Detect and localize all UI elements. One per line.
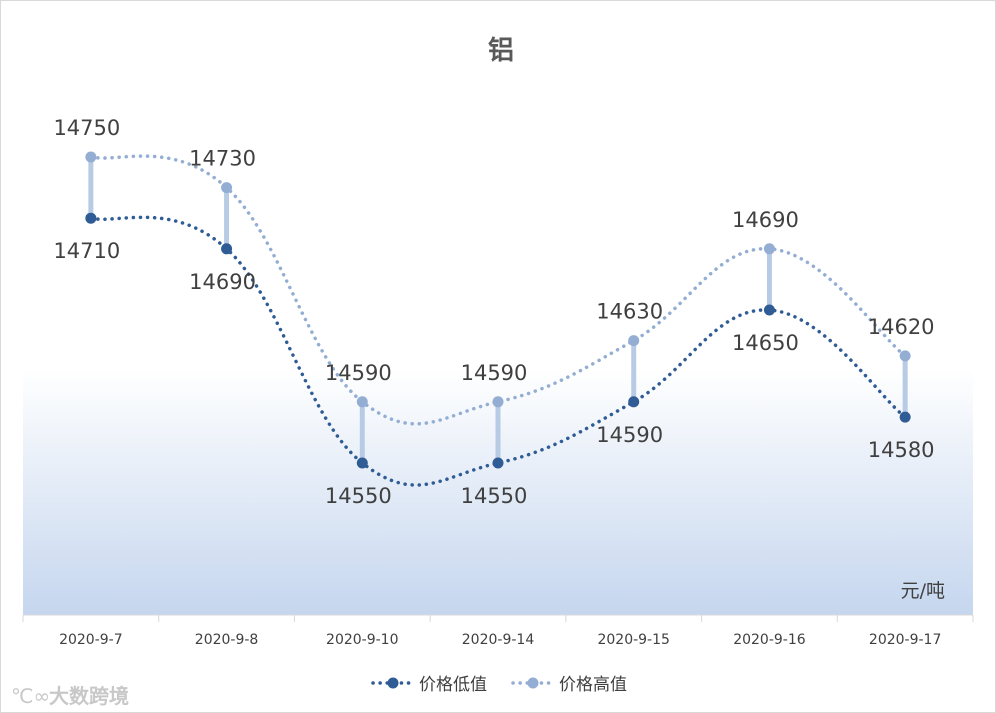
data-label-low: 14690 bbox=[189, 270, 256, 294]
data-point-low bbox=[763, 304, 775, 316]
data-label-low: 14590 bbox=[596, 423, 663, 447]
legend-label: 价格低值 bbox=[419, 675, 487, 695]
data-point-high bbox=[899, 350, 911, 362]
data-label-high: 14730 bbox=[189, 147, 256, 171]
data-label-high: 14630 bbox=[596, 300, 663, 324]
data-labels: 14710 14690 14550 14550 14590 14650 14580 14750… bbox=[53, 116, 934, 508]
data-label-high: 14590 bbox=[461, 361, 528, 385]
x-tick-label: 2020-9-14 bbox=[462, 632, 535, 648]
data-label-high: 14690 bbox=[732, 208, 799, 232]
high-low-lines bbox=[88, 157, 908, 463]
data-point-low bbox=[85, 212, 97, 224]
data-label-low: 14550 bbox=[325, 484, 392, 508]
x-tick-label: 2020-9-15 bbox=[597, 632, 669, 648]
data-point-low bbox=[628, 396, 640, 408]
data-point-low bbox=[221, 243, 233, 255]
x-tick-label: 2020-9-16 bbox=[733, 632, 806, 648]
data-point-high bbox=[356, 396, 368, 408]
data-point-low bbox=[492, 457, 504, 469]
x-tick-label: 2020-9-10 bbox=[326, 632, 398, 648]
unit-label: 元/吨 bbox=[901, 580, 945, 602]
data-point-low bbox=[899, 411, 911, 423]
data-label-high: 14590 bbox=[325, 361, 392, 385]
data-point-low bbox=[356, 457, 368, 469]
x-axis-ticks: 2020-9-7 2020-9-8 2020-9-10 2020-9-14 2020-9… bbox=[22, 615, 974, 648]
data-label-low: 14710 bbox=[53, 239, 120, 263]
data-label-low: 14650 bbox=[732, 331, 799, 355]
data-label-low: 14550 bbox=[461, 484, 528, 508]
data-label-high: 14750 bbox=[53, 116, 120, 140]
data-point-high bbox=[221, 182, 233, 194]
legend: 价格低值 价格高值 bbox=[371, 675, 627, 695]
data-label-low: 14580 bbox=[868, 438, 935, 462]
x-tick-label: 2020-9-17 bbox=[869, 632, 941, 648]
watermark-logo-icon: ℃∞ bbox=[11, 684, 50, 708]
watermark-text: 大数跨境 bbox=[49, 684, 129, 708]
x-tick-label: 2020-9-8 bbox=[195, 632, 259, 648]
data-point-high bbox=[85, 151, 97, 163]
chart-title: 铝 bbox=[488, 36, 514, 66]
legend-label: 价格高值 bbox=[559, 675, 627, 695]
data-point-high bbox=[763, 243, 775, 255]
series-markers bbox=[85, 151, 911, 469]
data-point-high bbox=[492, 396, 504, 408]
watermark: ℃∞ 大数跨境 bbox=[11, 684, 129, 708]
legend-marker bbox=[527, 677, 539, 689]
data-label-high: 14620 bbox=[868, 315, 935, 339]
data-point-high bbox=[628, 335, 640, 347]
legend-marker bbox=[387, 677, 399, 689]
x-tick-label: 2020-9-7 bbox=[59, 632, 123, 648]
